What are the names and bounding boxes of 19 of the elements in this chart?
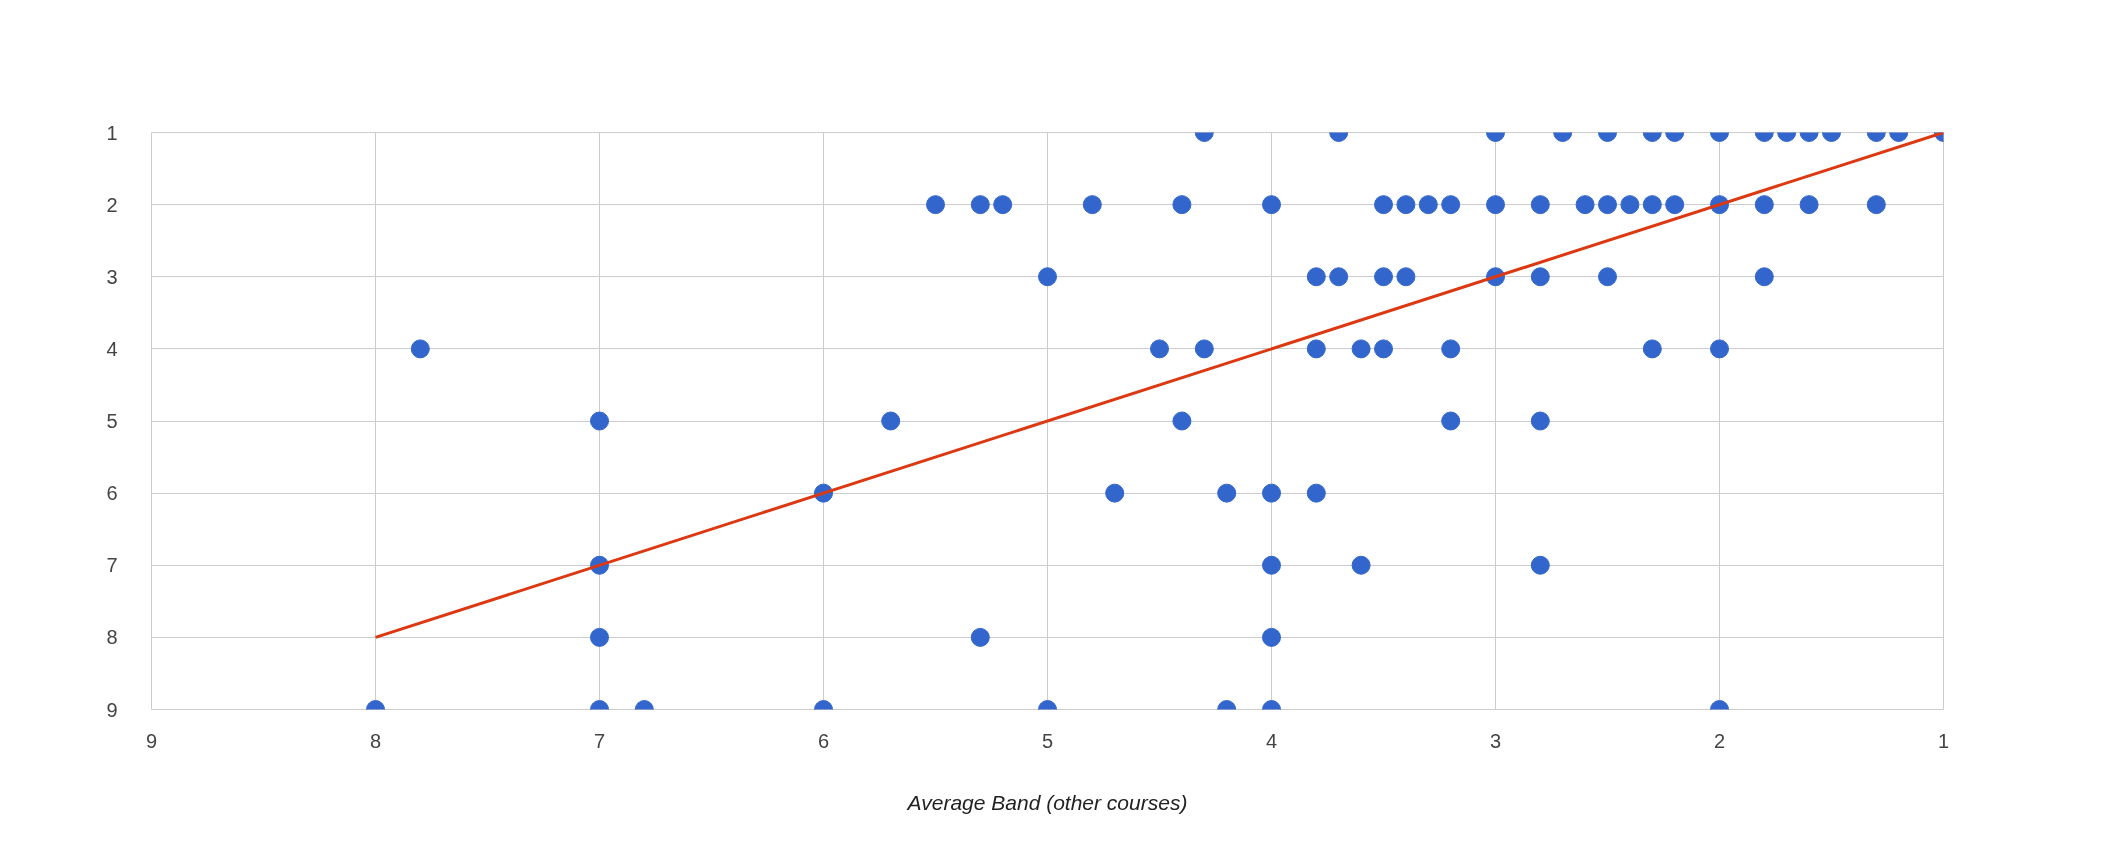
y-tick-label: 6 (106, 482, 118, 505)
x-tick-label: 5 (1041, 729, 1054, 752)
y-tick-label: 9 (106, 698, 118, 721)
y-tick-label: 4 (106, 337, 118, 360)
y-tick-label: 2 (106, 193, 118, 216)
y-tick-label: 8 (106, 626, 118, 649)
x-tick-label: 8 (369, 729, 382, 752)
y-tick-label: 1 (106, 121, 118, 144)
x-tick-label: 7 (593, 729, 606, 752)
y-tick-label: 3 (106, 265, 118, 288)
x-tick-label: 1 (1937, 729, 1950, 752)
x-tick-label: 3 (1489, 729, 1502, 752)
x-tick-label: 2 (1713, 729, 1726, 752)
x-axis-title: Average Band (other courses) (905, 790, 1188, 814)
y-tick-label: 7 (106, 554, 118, 577)
x-tick-label: 4 (1265, 729, 1278, 752)
x-tick-label: 6 (817, 729, 830, 752)
x-tick-label: 9 (145, 729, 158, 752)
y-tick-label: 5 (106, 410, 118, 432)
